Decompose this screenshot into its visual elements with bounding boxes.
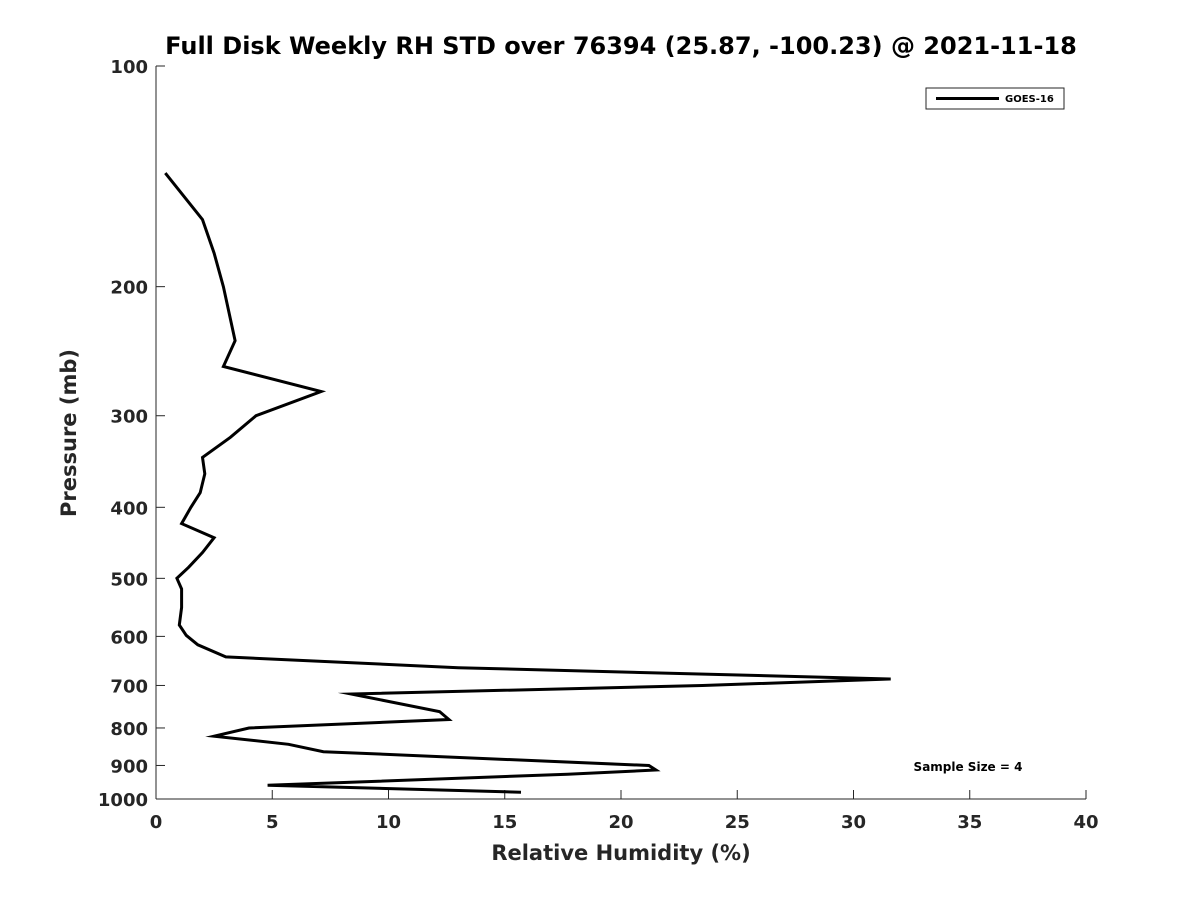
x-tick-label: 15 — [492, 812, 517, 833]
y-tick-label: 800 — [110, 719, 148, 740]
chart-title: Full Disk Weekly RH STD over 76394 (25.8… — [165, 32, 1077, 60]
series-line-goes-16 — [164, 172, 891, 794]
x-tick-label: 25 — [725, 812, 750, 833]
y-tick-label: 400 — [110, 498, 148, 519]
x-tick-label: 5 — [266, 812, 279, 833]
y-tick-label: 700 — [110, 676, 148, 697]
y-tick-label: 1000 — [98, 790, 148, 811]
y-tick-label: 200 — [110, 278, 148, 299]
x-axis-label: Relative Humidity (%) — [491, 841, 750, 865]
y-tick-label: 500 — [110, 569, 148, 590]
y-tick-label: 600 — [110, 627, 148, 648]
x-axis-ticks: 0 5 10 15 20 25 30 35 40 — [150, 790, 1099, 833]
plot-axes — [155, 66, 1086, 800]
x-tick-label: 35 — [957, 812, 982, 833]
series-layer — [164, 172, 891, 794]
y-tick-label: 100 — [110, 57, 148, 78]
y-axis-ticks: 100 200 300 400 500 600 700 800 900 1000 — [98, 57, 165, 811]
y-tick-label: 900 — [110, 756, 148, 777]
x-tick-label: 40 — [1073, 812, 1098, 833]
x-tick-label: 10 — [376, 812, 401, 833]
legend: GOES-16 — [925, 87, 1065, 110]
x-tick-label: 0 — [150, 812, 163, 833]
x-tick-label: 20 — [608, 812, 633, 833]
y-tick-label: 300 — [110, 407, 148, 428]
legend-label-goes-16: GOES-16 — [1005, 94, 1054, 105]
sample-size-annotation: Sample Size = 4 — [914, 760, 1023, 774]
y-axis-label: Pressure (mb) — [57, 349, 81, 517]
x-tick-label: 30 — [841, 812, 866, 833]
